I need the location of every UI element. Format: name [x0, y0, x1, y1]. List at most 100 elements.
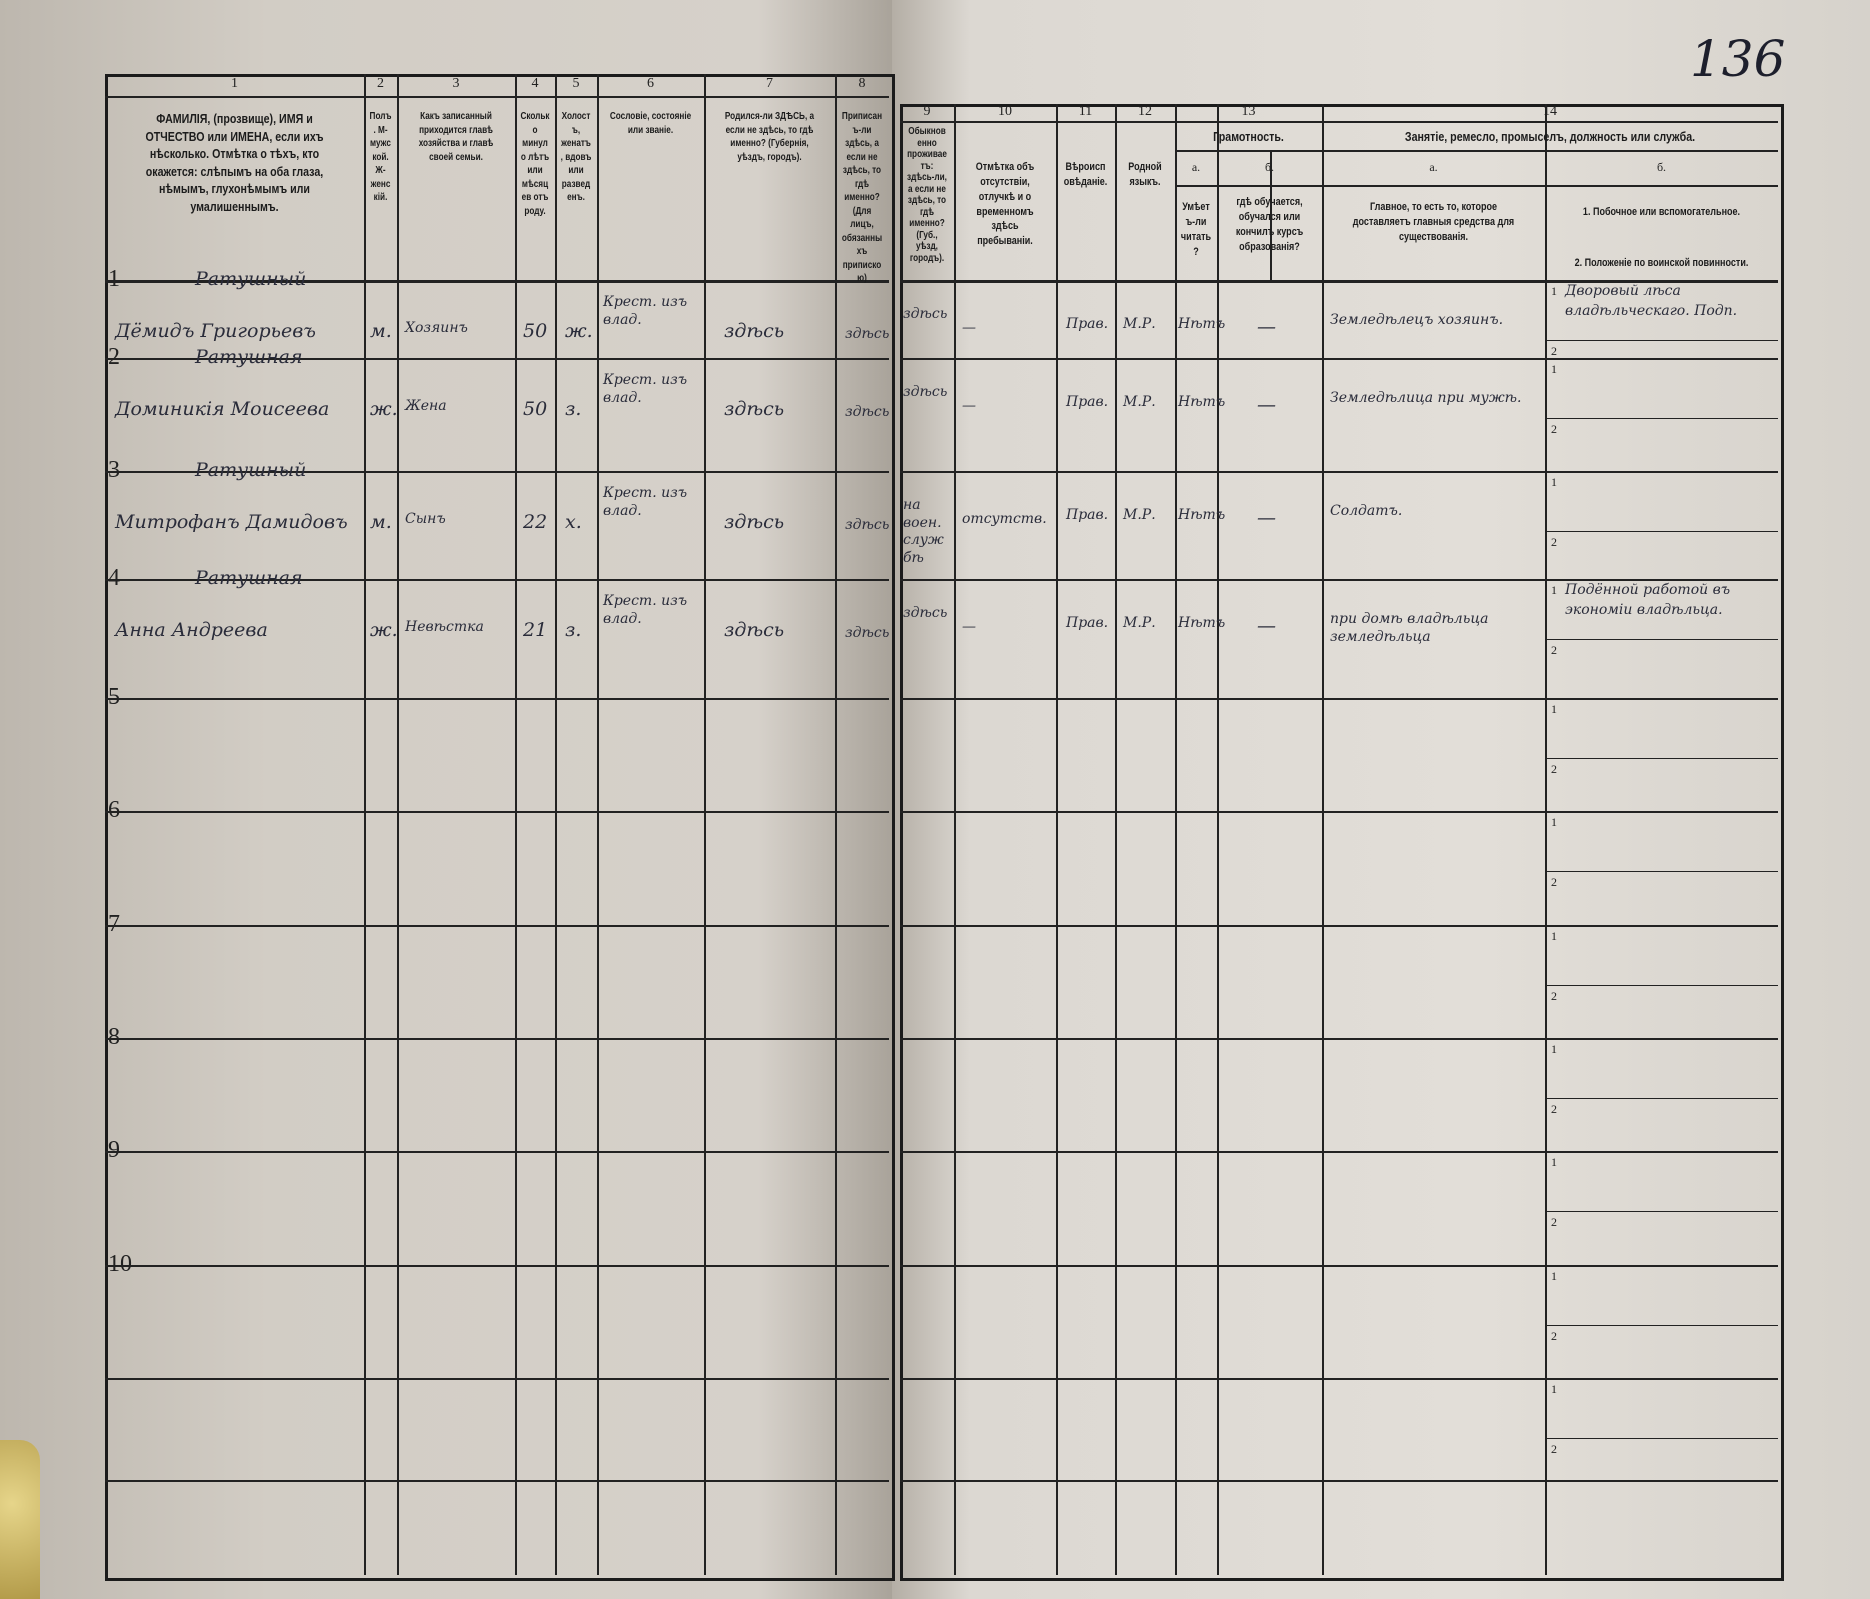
column-divider	[1217, 104, 1219, 1575]
column-header: Отмѣтка объ отсутствіи, отлучкѣ и о врем…	[975, 161, 1035, 248]
sub-line-2: 2	[1551, 535, 1557, 549]
entry-absence: —	[962, 398, 976, 414]
column-group-header: Занятіе, ремесло, промыселъ, должность и…	[1404, 129, 1696, 144]
entry-relation: Невѣстка	[405, 619, 484, 635]
row-divider	[900, 358, 1778, 360]
column-header: Какъ записанный приходится главѣ хозяйст…	[418, 111, 494, 163]
entry-age: 21	[523, 619, 548, 641]
column-header: ФАМИЛІЯ, (прозвище), ИМЯ и ОТЧЕСТВО или …	[145, 111, 324, 214]
column-header: Сословіе, состояніе или званіе.	[609, 111, 692, 136]
entry-name: Митрофанъ Дамидовъ	[115, 511, 348, 533]
thumb	[0, 1440, 40, 1599]
column-sub-b: б.	[1656, 160, 1667, 174]
row-divider	[105, 925, 889, 927]
page-number: 136	[1690, 30, 1786, 88]
entry-marital: з.	[565, 619, 582, 641]
entry-absence: —	[962, 619, 976, 635]
row-divider	[105, 698, 889, 700]
entry-religion: Прав.	[1066, 316, 1109, 332]
entry-born: здѣсь	[724, 619, 785, 641]
column-number: 13	[1241, 104, 1256, 119]
entry-literate: Нѣтъ	[1178, 316, 1226, 332]
entry-sex: ж.	[370, 398, 398, 420]
column-header: Холостъ, женатъ, вдовъ или разведенъ.	[560, 111, 592, 203]
sub-line-2: 2	[1551, 643, 1557, 657]
sub-divider	[1545, 985, 1778, 986]
entry-absence: —	[962, 320, 976, 336]
sub-divider	[1545, 1211, 1778, 1212]
column-header: гдѣ обучается, обучался или кончилъ курс…	[1235, 196, 1304, 253]
header-sub-line	[1175, 150, 1778, 152]
sub-divider	[1545, 531, 1778, 532]
sub-line-2: 2	[1551, 875, 1557, 889]
row-divider	[900, 1265, 1778, 1267]
entry-language: М.Р.	[1123, 316, 1156, 332]
row-divider	[105, 1151, 889, 1153]
row-number: 4	[108, 565, 120, 591]
sub-divider	[1545, 1098, 1778, 1099]
entry-schooling: —	[1257, 507, 1276, 529]
entry-age: 50	[523, 320, 548, 342]
entry-sex: ж.	[370, 619, 398, 641]
sub-line-2: 2	[1551, 1329, 1557, 1343]
entry-language: М.Р.	[1123, 394, 1156, 410]
sub-divider	[1545, 1438, 1778, 1439]
entry-resides: здѣсь	[903, 306, 948, 322]
sub-line-1: 1	[1551, 583, 1557, 597]
entry-sex: м.	[370, 320, 392, 342]
sub-line-1: 1	[1551, 929, 1557, 943]
sub-line-2: 2	[1551, 1102, 1557, 1116]
entry-surname: Ратушный	[195, 268, 307, 290]
column-divider	[364, 74, 366, 1575]
sub-line-1: 1	[1551, 1269, 1557, 1283]
column-header: Полъ. М-мужской. Ж-женскій.	[369, 111, 392, 203]
column-divider	[1270, 150, 1272, 280]
column-header: 2. Положеніе по воинской повинности.	[1574, 257, 1749, 269]
sub-line-1: 1	[1551, 1155, 1557, 1169]
entry-estate: Крест. изъ влад.	[603, 294, 688, 328]
entry-side_job: Дворовый лѣса владѣльческаго. Подп.	[1565, 283, 1738, 319]
column-divider	[704, 74, 706, 1575]
column-header: Обыкновенно проживаетъ: здѣсь-ли, а если…	[907, 126, 947, 264]
sub-line-1: 1	[1551, 1382, 1557, 1396]
column-number: 2	[377, 76, 384, 91]
entry-name: Доминикія Моисеева	[115, 398, 330, 420]
row-divider	[900, 471, 1778, 473]
sub-divider	[1545, 758, 1778, 759]
entry-born: здѣсь	[724, 320, 785, 342]
sub-line-2: 2	[1551, 344, 1557, 358]
column-number: 1	[231, 76, 238, 91]
sub-line-1: 1	[1551, 362, 1557, 376]
row-number: 3	[108, 457, 120, 483]
entry-surname: Ратушный	[195, 459, 307, 481]
sub-line-2: 2	[1551, 989, 1557, 1003]
sub-line-1: 1	[1551, 475, 1557, 489]
entry-marital: ж.	[565, 320, 593, 342]
entry-born: здѣсь	[724, 511, 785, 533]
sub-divider	[1545, 340, 1778, 341]
row-number: 8	[108, 1024, 120, 1050]
column-number: 6	[647, 76, 654, 91]
column-divider	[1322, 104, 1324, 1575]
entry-schooling: —	[1257, 615, 1276, 637]
entry-estate: Крест. изъ влад.	[603, 593, 688, 627]
column-header: Главное, то есть то, которое доставляетъ…	[1352, 201, 1515, 243]
column-number: 5	[572, 76, 580, 91]
entry-schooling: —	[1257, 316, 1276, 338]
column-number: 3	[452, 76, 460, 91]
row-number: 7	[108, 911, 120, 937]
header-num-line	[105, 96, 889, 98]
entry-schooling: —	[1257, 394, 1276, 416]
column-number: 9	[923, 104, 931, 119]
entry-side_job: Подённой работой въ экономіи владѣльца.	[1565, 582, 1731, 618]
sub-line-1: 1	[1551, 1042, 1557, 1056]
entry-registered: здѣсь	[845, 517, 890, 533]
sub-divider	[1545, 871, 1778, 872]
column-number: 8	[858, 76, 866, 91]
row-divider	[105, 811, 889, 813]
entry-registered: здѣсь	[845, 625, 890, 641]
column-divider	[1545, 104, 1547, 1575]
column-sub-b: б.	[1264, 160, 1275, 174]
entry-resides: на воен. службѣ	[903, 497, 944, 566]
entry-occupation: Земледѣлица при мужѣ.	[1330, 390, 1522, 406]
